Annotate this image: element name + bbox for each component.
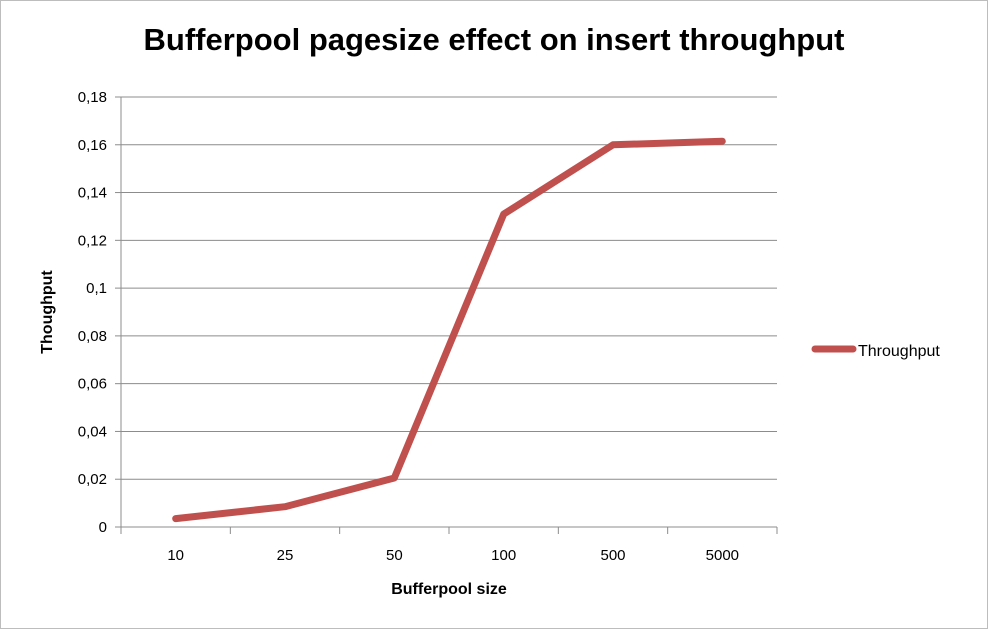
chart-title: Bufferpool pagesize effect on insert thr… xyxy=(143,22,845,57)
y-tick-label: 0,08 xyxy=(78,328,107,345)
y-tick-label: 0,16 xyxy=(78,137,107,154)
y-tick-label: 0,14 xyxy=(78,185,107,202)
y-tick-label: 0,06 xyxy=(78,376,107,393)
y-tick-label: 0 xyxy=(99,519,107,536)
y-axis-title: Thoughput xyxy=(39,270,56,354)
y-tick-label: 0,02 xyxy=(78,471,107,488)
y-tick-label: 0,18 xyxy=(78,89,107,106)
x-tick-label: 25 xyxy=(277,547,294,564)
x-axis-title: Bufferpool size xyxy=(391,581,507,598)
axes xyxy=(115,96,778,534)
series-line-throughput xyxy=(172,137,726,523)
x-tick-label: 50 xyxy=(386,547,403,564)
x-tick-label: 10 xyxy=(167,547,184,564)
x-tick-label: 100 xyxy=(491,547,516,564)
y-tick-label: 0,12 xyxy=(78,232,107,249)
y-tick-labels: 0 0,02 0,04 0,06 0,08 0,1 0,12 0,14 0,16 0,18 xyxy=(78,89,107,536)
x-tick-label: 5000 xyxy=(706,547,739,564)
y-tick-label: 0,1 xyxy=(86,280,107,297)
x-tick-labels: 10 25 50 100 500 5000 xyxy=(167,547,739,564)
series-lines xyxy=(172,137,726,523)
legend: Throughput xyxy=(811,343,940,360)
gridlines xyxy=(121,96,777,480)
x-tick-label: 500 xyxy=(600,547,625,564)
legend-label-throughput: Throughput xyxy=(858,343,940,360)
y-tick-label: 0,04 xyxy=(78,423,107,440)
